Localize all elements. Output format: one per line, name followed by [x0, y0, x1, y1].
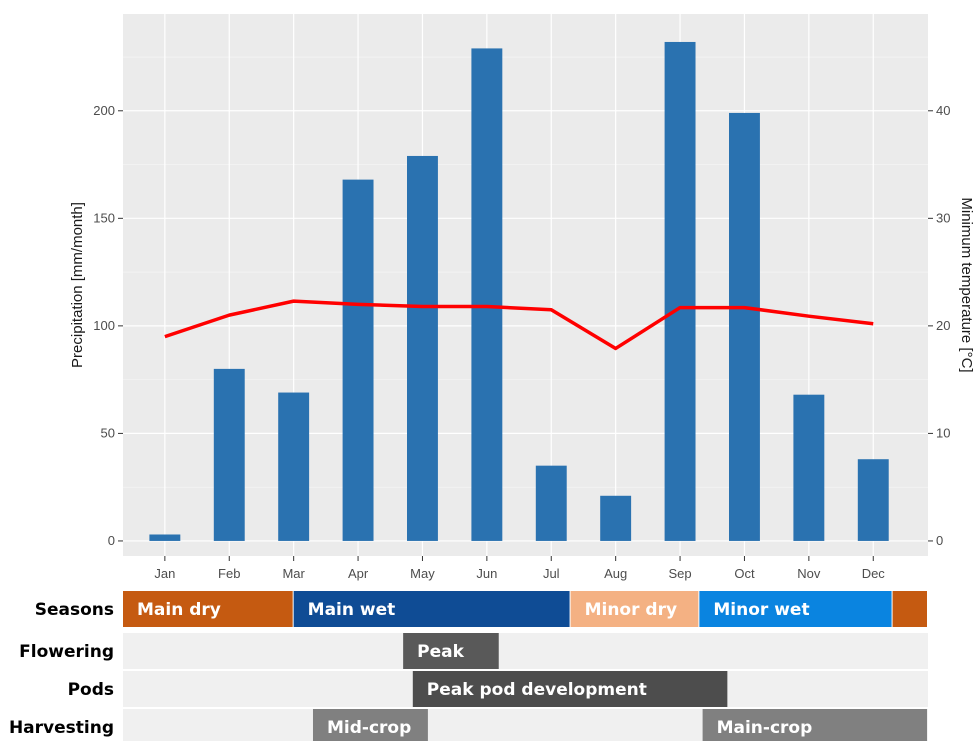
band-label: Minor wet [713, 600, 809, 620]
y2-axis-title: Minimum temperature [°C] [958, 197, 975, 372]
x-tick-label: May [410, 566, 435, 581]
y2-tick-label: 20 [936, 318, 950, 333]
bar-oct [729, 112, 760, 541]
x-tick-label: Jan [154, 566, 175, 581]
y-tick-label: 100 [93, 318, 115, 333]
y-tick-label: 200 [93, 103, 115, 118]
bar-feb [213, 368, 245, 541]
x-tick-label: Jun [476, 566, 497, 581]
row-background [123, 633, 928, 669]
bar-apr [342, 179, 374, 541]
band-peak [403, 633, 499, 669]
bar-sep [664, 41, 696, 541]
band-label: Main-crop [717, 718, 813, 738]
y2-tick-label: 10 [936, 425, 950, 440]
band-label: Main dry [137, 600, 221, 620]
bar-nov [793, 394, 825, 541]
bar-jun [471, 48, 503, 541]
x-tick-label: Nov [797, 566, 821, 581]
row-label-flowering: Flowering [19, 642, 114, 662]
precipitation-bars [149, 41, 889, 541]
band-main-dry-cont [892, 591, 927, 627]
y-tick-label: 0 [108, 533, 115, 548]
axes: 0 50 100 150 200 0 10 20 30 40 Jan Feb Mar Apr May Jun J… [93, 103, 950, 581]
band-label: Mid-crop [327, 718, 411, 738]
x-tick-label: Dec [862, 566, 886, 581]
temperature-line [164, 299, 874, 351]
bar-aug [600, 495, 632, 541]
bar-jan [149, 534, 181, 541]
row-label-harvesting: Harvesting [9, 718, 114, 738]
bar-jul [535, 465, 567, 541]
x-tick-label: Apr [348, 566, 369, 581]
bar-may [407, 155, 438, 541]
band-label: Peak [417, 642, 464, 662]
band-label: Main wet [308, 600, 396, 620]
y-axis-title: Precipitation [mm/month] [69, 202, 86, 368]
x-tick-label: Aug [604, 566, 627, 581]
band-peak-pod-development [412, 671, 728, 707]
y2-tick-label: 30 [936, 210, 950, 225]
x-tick-label: Mar [282, 566, 305, 581]
band-minor-dry [570, 591, 699, 627]
y-tick-label: 50 [101, 425, 115, 440]
band-main-dry [123, 591, 293, 627]
row-label-seasons: Seasons [35, 600, 114, 620]
bar-dec [857, 459, 889, 541]
y-tick-label: 150 [93, 210, 115, 225]
band-main-wet [293, 591, 570, 627]
x-tick-label: Feb [218, 566, 240, 581]
row-label-pods: Pods [68, 680, 114, 700]
x-tick-label: Oct [734, 566, 755, 581]
band-minor-wet [699, 591, 892, 627]
band-mid-crop [312, 709, 428, 741]
y2-tick-label: 40 [936, 103, 950, 118]
band-label: Peak pod development [427, 680, 647, 700]
band-main-crop [702, 709, 927, 741]
phenology-calendar: Seasons Main dry Main wet Minor dry Minor we… [9, 591, 928, 741]
y2-tick-label: 0 [936, 533, 943, 548]
x-tick-label: Sep [668, 566, 691, 581]
x-tick-label: Jul [543, 566, 560, 581]
band-label: Minor dry [585, 600, 677, 620]
bar-mar [278, 392, 310, 541]
